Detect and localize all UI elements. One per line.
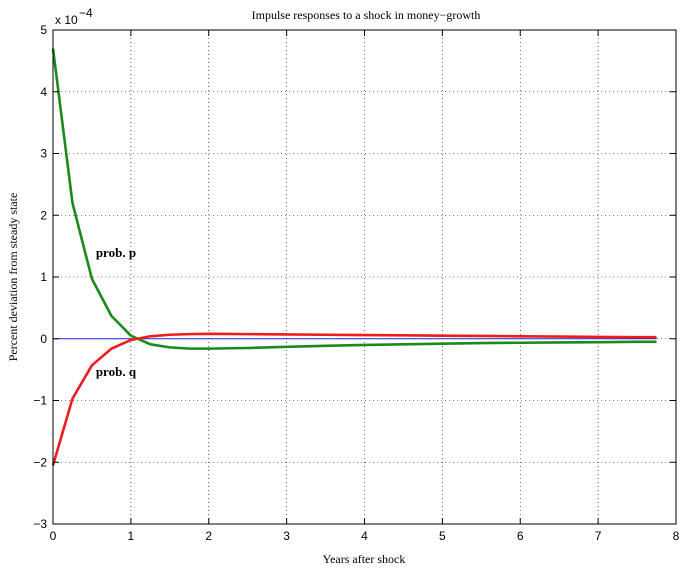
x-tick-label: 3 — [283, 529, 290, 543]
annotations: prob. p prob. q — [96, 245, 137, 379]
x-tick-label: 1 — [128, 529, 135, 543]
x-tick-label: 6 — [517, 529, 524, 543]
x-tick-label: 5 — [439, 529, 446, 543]
y-tick-label: −3 — [33, 517, 47, 531]
x-axis-label: Years after shock — [323, 552, 406, 566]
y-scale-base: x 10 — [55, 13, 78, 27]
y-tick-label: 0 — [40, 332, 47, 346]
y-tick-label: −2 — [33, 455, 47, 469]
x-tick-label: 4 — [361, 529, 368, 543]
x-tick-label: 0 — [50, 529, 57, 543]
series-line — [51, 48, 657, 350]
y-scale-label: x 10 −4 — [55, 6, 93, 27]
series-lines — [51, 48, 657, 466]
series-line — [51, 332, 657, 466]
x-tick-label: 2 — [205, 529, 212, 543]
chart-title: Impulse responses to a shock in money−gr… — [252, 8, 481, 22]
x-tick-label: 8 — [673, 529, 680, 543]
y-tick-label: 5 — [40, 23, 47, 37]
y-tick-label: −1 — [33, 394, 47, 408]
y-scale-exponent: −4 — [79, 6, 93, 20]
plot-frame — [52, 29, 677, 525]
y-axis-label: Percent deviation from steady state — [6, 193, 20, 362]
grid-lines — [53, 30, 676, 524]
y-tick-label: 1 — [40, 270, 47, 284]
y-tick-label: 4 — [40, 85, 47, 99]
y-tick-label: 2 — [40, 208, 47, 222]
y-tick-label: 3 — [40, 147, 47, 161]
annotation-label: prob. p — [96, 245, 136, 260]
annotation-label: prob. q — [96, 364, 137, 379]
x-tick-label: 7 — [595, 529, 602, 543]
axis-ticks: 0 1 2 3 4 5 6 7 8 −3 −2 −1 0 1 2 3 4 5 — [33, 23, 679, 543]
